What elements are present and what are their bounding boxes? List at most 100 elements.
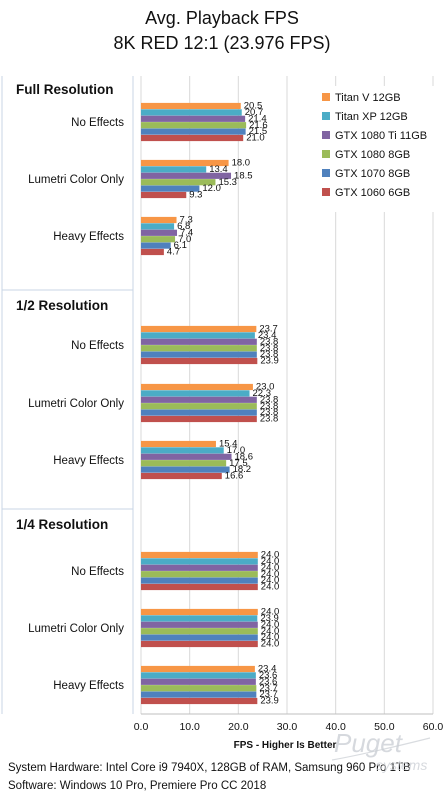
data-label: 23.7 — [259, 689, 278, 700]
bar — [141, 472, 222, 480]
data-label: 12.0 — [202, 183, 221, 194]
data-label: 24.0 — [261, 632, 280, 643]
bar — [141, 615, 258, 622]
bar — [141, 672, 256, 679]
data-label: 24.0 — [261, 639, 280, 650]
data-label: 23.0 — [256, 382, 275, 393]
bar — [141, 564, 258, 571]
group-label: Heavy Effects — [53, 680, 124, 692]
puget-systems-logo: Puget systems — [331, 728, 431, 773]
legend-entry: GTX 1060 6GB — [335, 187, 410, 199]
section-label: Full Resolution — [16, 82, 114, 97]
data-label: 23.9 — [260, 613, 279, 624]
footer-hardware: System Hardware: Intel Core i9 7940X, 12… — [8, 762, 411, 774]
legend-entry: GTX 1070 8GB — [335, 168, 410, 180]
group-label: No Effects — [71, 340, 124, 352]
bar — [141, 128, 246, 135]
bar — [141, 172, 232, 179]
legend-entry: Titan V 12GB — [335, 92, 401, 104]
data-label: 23.7 — [259, 683, 278, 694]
data-label: 24.0 — [261, 569, 280, 580]
legend-entry: GTX 1080 8GB — [335, 149, 410, 161]
bar — [141, 390, 250, 397]
legend-swatch — [322, 150, 330, 158]
bar — [141, 583, 258, 591]
data-label: 20.5 — [244, 101, 263, 112]
data-label: 24.0 — [261, 556, 280, 567]
data-label: 23.8 — [260, 414, 279, 425]
bar — [141, 332, 255, 339]
bar — [141, 551, 258, 559]
bar — [141, 134, 244, 142]
x-tick-label: 40.0 — [325, 721, 346, 733]
group-label: Lumetri Color Only — [28, 398, 124, 410]
bar — [141, 577, 258, 584]
bar — [141, 697, 258, 705]
data-label: 20.7 — [245, 107, 263, 118]
bar — [141, 440, 216, 448]
bar — [141, 115, 246, 122]
x-tick-label: 50.0 — [374, 721, 395, 733]
bar — [141, 665, 255, 673]
bar — [141, 236, 176, 243]
legend-box — [314, 86, 440, 212]
data-label: 21.4 — [248, 113, 267, 124]
x-tick-label: 30.0 — [277, 721, 298, 733]
data-label: 23.9 — [260, 696, 279, 707]
data-label: 16.6 — [225, 471, 244, 482]
bar — [141, 678, 256, 685]
bar — [141, 685, 257, 692]
data-label: 24.0 — [261, 626, 280, 637]
bar — [141, 229, 178, 236]
bar — [141, 109, 242, 116]
data-label: 23.8 — [260, 407, 279, 418]
section-label: 1/2 Resolution — [16, 298, 108, 313]
bar — [141, 640, 258, 648]
data-label: 17.5 — [229, 458, 248, 469]
legend-swatch — [322, 131, 330, 139]
bar — [141, 345, 257, 352]
legend-entry: Titan XP 12GB — [335, 111, 408, 123]
bar — [141, 242, 171, 249]
data-label: 15.4 — [219, 439, 238, 450]
x-tick-label: 20.0 — [228, 721, 249, 733]
data-label: 23.4 — [258, 664, 277, 675]
data-label: 24.0 — [261, 582, 280, 593]
bar — [141, 122, 247, 129]
logo-line2: systems — [376, 757, 427, 773]
footer-software: Software: Windows 10 Pro, Premiere Pro C… — [8, 780, 267, 792]
data-label: 23.6 — [259, 670, 278, 681]
bar — [141, 403, 257, 410]
data-label: 22.3 — [253, 388, 272, 399]
x-axis-label: FPS - Higher Is Better — [233, 740, 337, 751]
data-label: 23.9 — [260, 356, 279, 367]
data-label: 18.5 — [234, 170, 253, 181]
bar — [141, 191, 187, 199]
bar — [141, 453, 232, 460]
x-tick-label: 10.0 — [179, 721, 200, 733]
bar — [141, 466, 230, 473]
x-tick-label: 0.0 — [134, 721, 149, 733]
group-label: Lumetri Color Only — [28, 623, 124, 635]
bar — [141, 409, 257, 416]
legend-swatch — [322, 93, 330, 101]
bar — [141, 166, 207, 173]
data-label: 24.0 — [261, 607, 280, 618]
bar — [141, 608, 258, 616]
group-label: No Effects — [71, 117, 124, 129]
data-label: 13.4 — [209, 164, 228, 175]
bar — [141, 357, 258, 365]
logo-line1: Puget — [334, 728, 404, 758]
data-label: 7.0 — [178, 234, 191, 245]
bar — [141, 223, 175, 230]
data-label: 24.0 — [261, 550, 280, 561]
bar — [141, 102, 241, 110]
data-label: 6.8 — [177, 221, 190, 232]
data-label: 18.0 — [232, 158, 251, 169]
data-label: 23.6 — [259, 676, 278, 687]
legend-swatch — [322, 112, 330, 120]
data-label: 24.0 — [261, 575, 280, 586]
bar — [141, 248, 164, 256]
